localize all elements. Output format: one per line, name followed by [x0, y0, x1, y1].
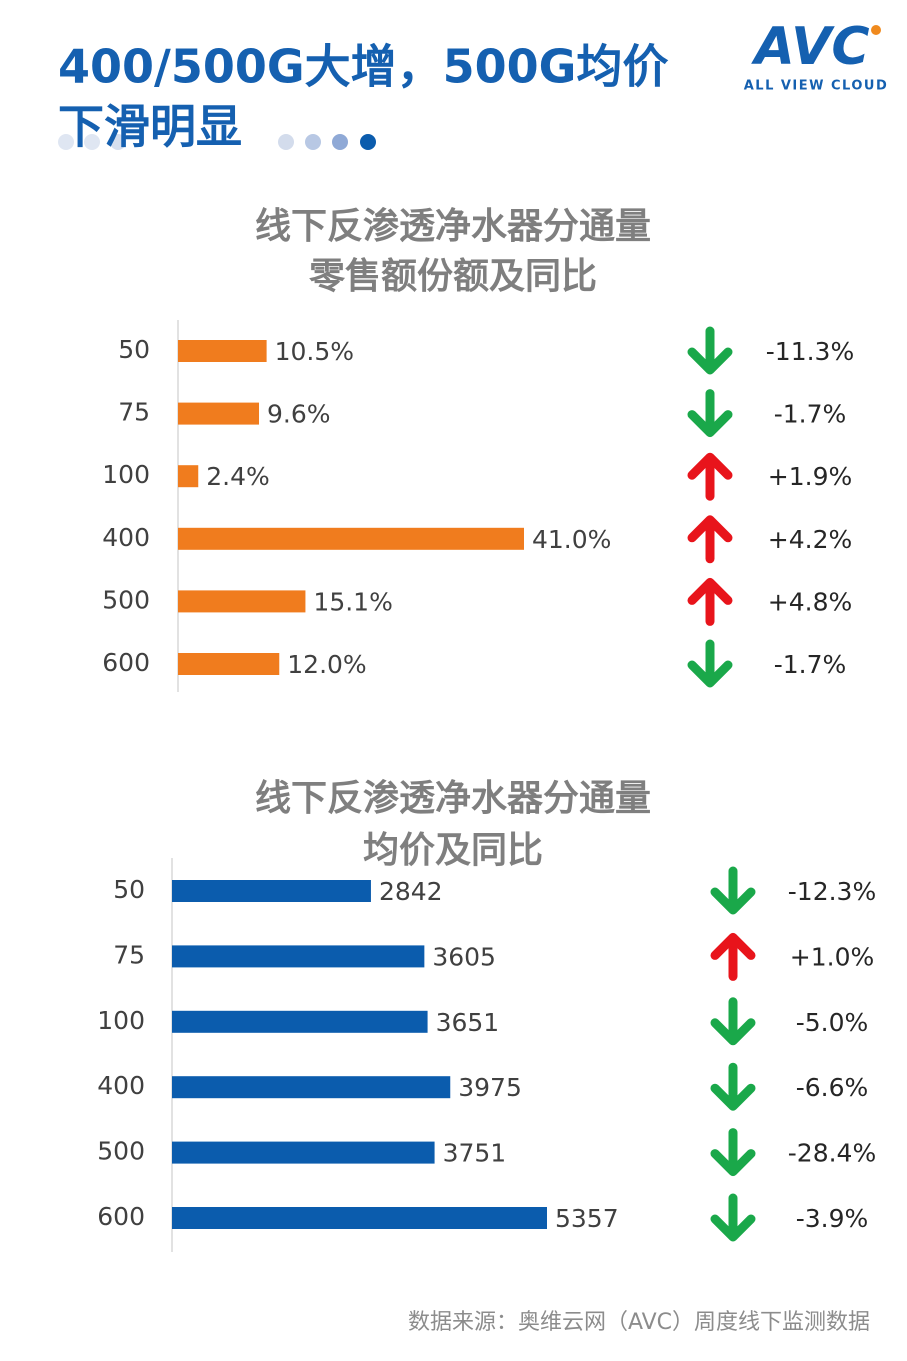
value-label: 15.1% [313, 587, 392, 616]
value-label: 2.4% [206, 462, 270, 491]
bar [172, 1207, 547, 1229]
arrow-down [710, 1062, 756, 1111]
value-label: 3651 [436, 1008, 500, 1037]
title-dots [58, 134, 376, 150]
value-label: 41.0% [532, 525, 611, 554]
category-label: 50 [118, 335, 150, 364]
arrow-down [710, 1128, 756, 1177]
value-label: 3605 [432, 942, 496, 971]
logo-dot [871, 25, 881, 35]
page-title: 400/500G大增，500G均价 [58, 40, 668, 94]
value-label: 3975 [458, 1073, 522, 1102]
value-label: 12.0% [287, 650, 366, 679]
source-note: 数据来源：奥维云网（AVC）周度线下监测数据 [408, 1310, 870, 1335]
category-label: 400 [102, 523, 150, 552]
value-label: 9.6% [267, 400, 331, 429]
bar [172, 1076, 451, 1099]
change-label: -6.6% [796, 1073, 869, 1102]
category-label: 75 [113, 940, 145, 969]
chart-subtitle: 均价及同比 [363, 830, 543, 871]
arrow-up [687, 515, 733, 564]
bar [178, 340, 267, 362]
bar [172, 1141, 435, 1164]
change-label: -12.3% [788, 877, 876, 906]
category-label: 75 [118, 398, 150, 427]
change-label: -1.7% [774, 400, 847, 429]
bar [178, 527, 524, 550]
bar [178, 465, 199, 488]
change-label: -5.0% [796, 1008, 869, 1037]
category-label: 100 [102, 460, 150, 489]
category-label: 400 [97, 1071, 145, 1100]
bar [172, 880, 371, 902]
change-label: -11.3% [766, 337, 854, 366]
change-label: +4.2% [768, 525, 852, 554]
value-label: 2842 [379, 877, 443, 906]
bar [178, 590, 306, 613]
value-label: 3751 [443, 1139, 507, 1168]
value-label: 10.5% [275, 337, 354, 366]
change-label: -3.9% [796, 1204, 869, 1233]
arrow-down [710, 997, 756, 1046]
bar [172, 1010, 428, 1033]
chart-title: 线下反渗透净水器分通量 [255, 778, 651, 819]
arrow-up [710, 932, 756, 981]
logo-subtitle: ALL VIEW CLOUD [744, 79, 889, 94]
change-label: +1.0% [790, 942, 874, 971]
bar [172, 945, 425, 968]
category-label: 600 [102, 648, 150, 677]
page-title: 下滑明显 [58, 100, 242, 154]
arrow-up [687, 452, 733, 501]
change-label: -28.4% [788, 1139, 876, 1168]
category-label: 500 [102, 585, 150, 614]
category-label: 600 [97, 1202, 145, 1231]
value-label: 5357 [555, 1204, 619, 1233]
change-label: +4.8% [768, 587, 852, 616]
bar [178, 402, 260, 425]
arrow-down [687, 389, 733, 438]
logo: AVC [750, 17, 869, 77]
category-label: 50 [113, 875, 145, 904]
arrow-down [687, 326, 733, 375]
arrow-up [687, 577, 733, 626]
bar [178, 653, 280, 675]
change-label: -1.7% [774, 650, 847, 679]
arrow-down [687, 639, 733, 688]
chart-title: 线下反渗透净水器分通量 [255, 206, 651, 247]
arrow-down [710, 1193, 756, 1242]
category-label: 100 [97, 1006, 145, 1035]
arrow-down [710, 866, 756, 915]
change-label: +1.9% [768, 462, 852, 491]
category-label: 500 [97, 1137, 145, 1166]
chart-subtitle: 零售额份额及同比 [309, 256, 597, 297]
